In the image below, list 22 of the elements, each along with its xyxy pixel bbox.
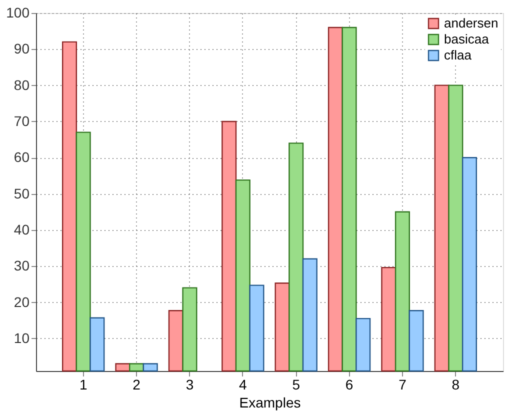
- x-tick-label: 5: [292, 376, 300, 392]
- y-tick-label: 30: [14, 258, 30, 274]
- x-tick-label: 6: [345, 376, 354, 392]
- y-tick-label: 50: [14, 185, 30, 202]
- y-tick-label: 70: [14, 112, 30, 129]
- y-tick-label: 40: [14, 221, 30, 238]
- x-tick-label: 1: [79, 376, 88, 392]
- x-axis-title: Examples: [239, 394, 301, 410]
- x-tick-label: 2: [132, 376, 141, 392]
- y-tick-label: 10: [14, 330, 30, 346]
- x-tick-label: 8: [452, 376, 460, 392]
- x-tick-label: 4: [239, 376, 248, 392]
- x-tick-label: 3: [186, 376, 194, 392]
- legend-label: cflaa: [444, 48, 472, 62]
- legend-label: andersen: [444, 16, 498, 30]
- y-tick-label: 90: [14, 40, 30, 57]
- x-tick-label: 7: [398, 376, 407, 392]
- y-tick-label: 80: [14, 76, 30, 93]
- y-tick-label: 60: [14, 149, 30, 166]
- y-tick-label: 20: [14, 294, 30, 310]
- legend-label: basicaa: [444, 32, 490, 46]
- y-tick-label: 100: [6, 4, 30, 20]
